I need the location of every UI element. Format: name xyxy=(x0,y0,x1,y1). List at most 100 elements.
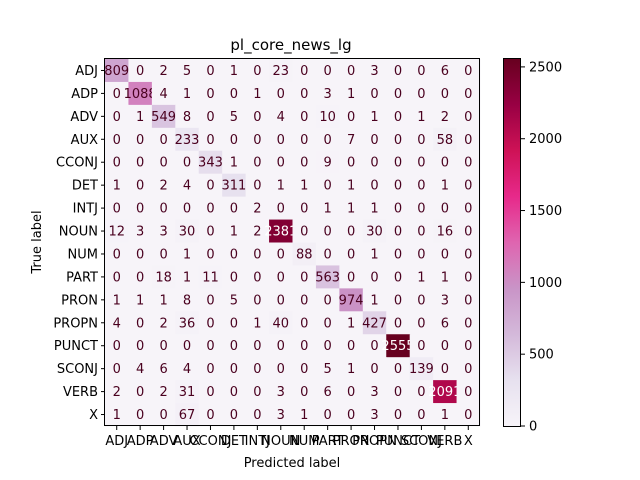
cell-value: 1 xyxy=(113,408,121,423)
heatmap-cell xyxy=(315,81,340,106)
heatmap-cell xyxy=(386,288,411,312)
cell-value: 0 xyxy=(417,247,425,262)
cell-value: 1 xyxy=(417,110,425,125)
cell-value: 0 xyxy=(300,293,308,308)
cell-value: 311 xyxy=(221,179,246,194)
x-tick-label: ADV xyxy=(150,434,178,449)
heatmap-cell xyxy=(433,196,458,221)
heatmap-cell xyxy=(128,219,153,243)
heatmap-cell xyxy=(105,219,129,243)
cell-value: 0 xyxy=(113,339,121,354)
cell-value: 0 xyxy=(277,270,285,285)
cell-value: 67 xyxy=(179,408,196,423)
x-tick-label: SCONJ xyxy=(401,434,442,449)
cell-value: 0 xyxy=(136,64,144,79)
cell-value: 0 xyxy=(136,316,144,331)
heatmap-cell xyxy=(198,403,223,427)
heatmap-cell xyxy=(269,59,293,83)
heatmap-cell xyxy=(128,196,153,221)
heatmap-cell xyxy=(456,357,481,381)
heatmap-cell xyxy=(175,334,200,358)
heatmap-cell xyxy=(292,334,317,358)
heatmap-cell xyxy=(222,173,247,198)
heatmap-cell xyxy=(456,173,481,198)
heatmap-cell xyxy=(105,59,129,83)
cell-value: 809 xyxy=(104,64,129,79)
x-tick-label: PUNCT xyxy=(376,434,420,449)
cell-value: 0 xyxy=(300,156,308,171)
heatmap-cell xyxy=(175,173,200,198)
heatmap-cell xyxy=(362,173,387,198)
cell-value: 31 xyxy=(179,385,196,400)
heatmap-cell xyxy=(339,242,364,266)
cell-value: 0 xyxy=(394,362,402,377)
cell-value: 1 xyxy=(253,87,261,102)
y-tick-label: PROPN xyxy=(53,316,98,331)
heatmap-cell xyxy=(269,173,293,198)
heatmap-cell xyxy=(362,311,387,335)
x-tick-label: INTJ xyxy=(245,434,270,449)
cell-value: 0 xyxy=(230,133,238,148)
heatmap-cell xyxy=(292,311,317,335)
cell-value: 1 xyxy=(230,156,238,171)
cell-value: 0 xyxy=(159,202,167,217)
heatmap-cell xyxy=(175,380,200,404)
cell-value: 0 xyxy=(324,408,332,423)
colorbar-tick-label: 500 xyxy=(529,348,554,363)
heatmap-cell xyxy=(292,173,317,198)
heatmap-cell xyxy=(269,357,293,381)
colorbar-tick-label: 1500 xyxy=(529,204,562,219)
cell-value: 1 xyxy=(370,293,378,308)
heatmap-cell xyxy=(315,380,340,404)
colorbar-tick-label: 2500 xyxy=(529,60,562,75)
cell-value: 2091 xyxy=(428,385,461,400)
heatmap-cell xyxy=(386,403,411,427)
cell-value: 0 xyxy=(441,156,449,171)
heatmap-cell xyxy=(292,196,317,221)
cell-value: 0 xyxy=(113,202,121,217)
y-axis-label: True label xyxy=(30,210,45,274)
cell-value: 0 xyxy=(253,179,261,194)
heatmap-cell xyxy=(386,59,411,83)
heatmap-cell xyxy=(269,127,293,152)
heatmap-cell xyxy=(105,357,129,381)
heatmap-cell xyxy=(128,380,153,404)
heatmap-cell xyxy=(105,127,129,152)
cell-value: 9 xyxy=(324,156,332,171)
cell-value: 1 xyxy=(183,270,191,285)
cell-value: 0 xyxy=(230,339,238,354)
cell-value: 0 xyxy=(277,362,285,377)
cell-value: 0 xyxy=(253,270,261,285)
heatmap-cell xyxy=(409,334,434,358)
heatmap-cell xyxy=(362,81,387,106)
cell-value: 3 xyxy=(136,225,144,240)
colorbar-tick-label: 2000 xyxy=(529,132,562,147)
cell-value: 0 xyxy=(441,339,449,354)
cell-value: 0 xyxy=(230,385,238,400)
cell-value: 1 xyxy=(183,87,191,102)
heatmap-cell xyxy=(105,104,129,129)
heatmap-cell xyxy=(315,334,340,358)
cell-value: 1 xyxy=(136,110,144,125)
cell-value: 0 xyxy=(394,247,402,262)
heatmap-cell xyxy=(456,288,481,312)
heatmap-cell xyxy=(315,403,340,427)
y-tick-label: INTJ xyxy=(73,202,98,217)
heatmap-cell xyxy=(222,196,247,221)
heatmap-cell xyxy=(151,380,176,404)
cell-value: 4 xyxy=(277,110,285,125)
cell-value: 1 xyxy=(300,408,308,423)
cell-value: 0 xyxy=(277,133,285,148)
cell-value: 0 xyxy=(324,133,332,148)
heatmap-cell xyxy=(128,104,153,129)
cell-value: 0 xyxy=(230,202,238,217)
heatmap-cell xyxy=(105,81,129,106)
cell-value: 6 xyxy=(441,64,449,79)
cell-value: 1 xyxy=(113,179,121,194)
cell-value: 0 xyxy=(206,133,214,148)
cell-value: 0 xyxy=(277,87,285,102)
heatmap-cell xyxy=(362,219,387,243)
cell-value: 2 xyxy=(159,316,167,331)
heatmap-cell xyxy=(222,380,247,404)
